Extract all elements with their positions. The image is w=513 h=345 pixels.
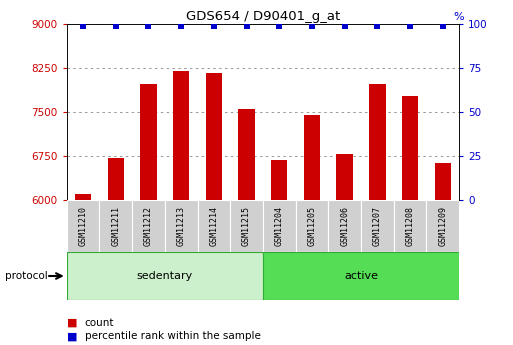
Point [177, 23, 185, 29]
Bar [100, 200, 132, 252]
Title: GDS654 / D90401_g_at: GDS654 / D90401_g_at [186, 10, 340, 23]
Text: GSM11206: GSM11206 [340, 206, 349, 246]
Bar [206, 73, 222, 200]
Text: ■: ■ [67, 318, 77, 327]
Point [243, 23, 251, 29]
Text: sedentary: sedentary [136, 271, 193, 281]
Text: percentile rank within the sample: percentile rank within the sample [85, 332, 261, 341]
Bar [132, 200, 165, 252]
Text: GSM11212: GSM11212 [144, 206, 153, 246]
Text: GSM11204: GSM11204 [275, 206, 284, 246]
Text: %: % [454, 12, 464, 22]
Point [210, 23, 218, 29]
Bar [271, 160, 287, 200]
Text: ■: ■ [67, 332, 77, 341]
Point [275, 23, 283, 29]
Point [79, 23, 87, 29]
Text: count: count [85, 318, 114, 327]
Point [373, 23, 382, 29]
Text: active: active [344, 271, 378, 281]
Bar [140, 84, 156, 200]
Bar [361, 200, 394, 252]
Text: GSM11211: GSM11211 [111, 206, 120, 246]
Point [112, 23, 120, 29]
Text: GSM11214: GSM11214 [209, 206, 219, 246]
Point [341, 23, 349, 29]
Text: GSM11205: GSM11205 [307, 206, 317, 246]
Bar [230, 200, 263, 252]
Bar [263, 200, 295, 252]
Bar [165, 200, 198, 252]
Bar [369, 84, 386, 200]
Bar [295, 200, 328, 252]
Bar [198, 200, 230, 252]
Bar [108, 158, 124, 200]
Bar [402, 96, 418, 200]
Point [406, 23, 414, 29]
Text: GSM11207: GSM11207 [373, 206, 382, 246]
Bar [328, 200, 361, 252]
Point [308, 23, 316, 29]
Bar [263, 252, 459, 300]
Point [144, 23, 152, 29]
Text: GSM11215: GSM11215 [242, 206, 251, 246]
Bar [394, 200, 426, 252]
Text: GSM11210: GSM11210 [78, 206, 88, 246]
Point [439, 23, 447, 29]
Bar [173, 71, 189, 200]
Bar [239, 109, 255, 200]
Bar [435, 162, 451, 200]
Bar [67, 252, 263, 300]
Text: GSM11208: GSM11208 [406, 206, 415, 246]
Bar [426, 200, 459, 252]
Text: protocol: protocol [5, 271, 48, 281]
Text: GSM11213: GSM11213 [176, 206, 186, 246]
Bar [337, 154, 353, 200]
Bar [304, 115, 320, 200]
Bar [75, 194, 91, 200]
Text: GSM11209: GSM11209 [438, 206, 447, 246]
Bar [67, 200, 100, 252]
